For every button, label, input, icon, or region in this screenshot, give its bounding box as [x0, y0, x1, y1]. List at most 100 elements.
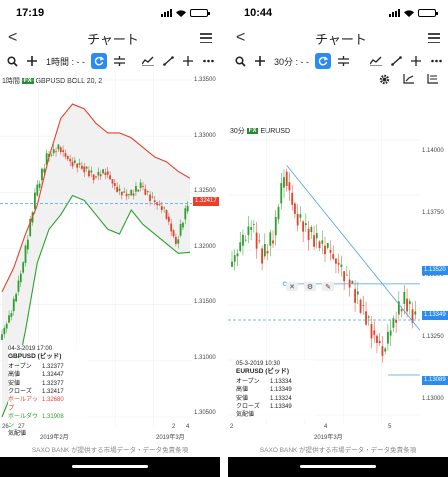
candle-body — [397, 301, 400, 315]
timeframe-selector[interactable]: 1時間 : - - — [46, 56, 86, 67]
candle-body — [170, 223, 173, 232]
candle-body — [41, 168, 43, 181]
candle-body — [38, 183, 41, 188]
instrument-name[interactable]: GBPUSD — [35, 77, 66, 85]
status-bar: 10:44 — [228, 0, 448, 26]
info-key: オープン — [236, 378, 260, 385]
add-icon[interactable] — [24, 53, 40, 69]
wifi-icon — [404, 9, 414, 17]
x-tick: 4 — [186, 424, 190, 430]
level-price-tag: 1.13520 — [422, 266, 448, 275]
candle-body — [19, 273, 22, 283]
fibonacci-icon[interactable] — [424, 71, 440, 87]
crosshair-icon[interactable] — [408, 53, 424, 69]
compare-icon[interactable] — [335, 53, 351, 69]
info-value: 1.32680 — [42, 397, 64, 404]
phone-screen-right: 10:44 < チャート 30分 : - - 30分 FX EURUSD 1.1… — [228, 0, 448, 477]
candle-body — [182, 222, 184, 228]
trendline-icon[interactable] — [160, 53, 176, 69]
candle-body — [414, 311, 417, 315]
data-disclaimer-link[interactable]: SAXO BANK が提供する市場データ・データ免責条項 — [259, 447, 417, 454]
candle-body — [52, 149, 55, 154]
candle-body — [277, 206, 280, 220]
candle-body — [97, 171, 100, 176]
candle-body — [85, 166, 88, 169]
info-row: オープン 1.32377 — [8, 363, 88, 371]
y-tick: 1.32500 — [194, 188, 216, 194]
menu-icon[interactable] — [200, 33, 212, 43]
y-tick: 1.13250 — [422, 334, 444, 340]
candle-body — [102, 169, 104, 174]
candle-body — [179, 223, 182, 236]
back-button[interactable]: < — [8, 29, 18, 46]
compare-icon[interactable] — [111, 53, 127, 69]
x-tick: 2 — [172, 424, 176, 430]
candle-body — [34, 192, 36, 210]
candle-body — [95, 176, 97, 178]
trendline-icon[interactable] — [388, 53, 404, 69]
signal-icon — [161, 9, 172, 17]
info-row: 高値 1.32447 — [8, 371, 88, 379]
signal-icon — [389, 9, 400, 17]
candle-body — [76, 163, 79, 168]
battery-icon — [418, 9, 438, 17]
fx-badge: FX — [21, 78, 34, 84]
gear-icon[interactable] — [376, 71, 392, 87]
candle-body — [283, 177, 285, 188]
refresh-icon[interactable] — [91, 53, 108, 69]
candle-body — [266, 251, 269, 254]
gear-icon[interactable]: ⚙ — [304, 282, 316, 291]
info-row: 安値 1.32377 — [8, 380, 88, 388]
price-chart[interactable] — [0, 72, 192, 427]
candle-body — [142, 185, 144, 187]
candle-body — [158, 204, 161, 206]
candle-body — [406, 298, 408, 312]
candle-body — [252, 224, 255, 225]
instrument-name[interactable]: EURUSD — [260, 127, 291, 135]
back-button[interactable]: < — [236, 29, 246, 46]
info-key: ボールアップ — [8, 397, 39, 412]
candle-body — [258, 240, 261, 242]
candle-body — [233, 255, 236, 262]
candle-body — [310, 226, 313, 233]
more-icon[interactable] — [428, 53, 444, 69]
candle-body — [288, 182, 291, 191]
tag-icon[interactable]: ✎ — [322, 282, 334, 291]
candle-body — [128, 194, 130, 196]
candle-body — [318, 241, 321, 249]
info-value: 1.32377 — [42, 380, 64, 387]
chart-type-icon[interactable] — [400, 71, 416, 87]
candle-body — [149, 194, 151, 202]
search-icon[interactable] — [4, 53, 20, 69]
candle-body — [343, 271, 346, 282]
candle-body — [313, 235, 315, 247]
trend-line — [286, 165, 420, 331]
candle-body — [261, 248, 263, 264]
page-title: チャート — [87, 31, 139, 47]
add-icon[interactable] — [252, 53, 268, 69]
candle-body — [167, 216, 170, 222]
timeframe-selector[interactable]: 30分 : - - — [274, 56, 310, 67]
close-icon[interactable]: ✕ — [286, 282, 298, 291]
indicator-icon[interactable] — [368, 53, 384, 69]
candle-body — [247, 226, 250, 236]
crosshair-icon[interactable] — [180, 53, 196, 69]
candle-body — [50, 154, 53, 156]
candle-body — [255, 232, 258, 249]
candle-body — [263, 243, 266, 257]
search-icon[interactable] — [232, 53, 248, 69]
candle-body — [307, 228, 310, 241]
menu-icon[interactable] — [428, 33, 440, 43]
candle-body — [236, 253, 239, 257]
refresh-icon[interactable] — [315, 53, 332, 69]
candle-body — [90, 170, 93, 173]
indicator-icon[interactable] — [140, 53, 156, 69]
data-disclaimer-link[interactable]: SAXO BANK が提供する市場データ・データ免責条項 — [31, 447, 189, 454]
candle-body — [62, 150, 64, 153]
bollinger-upper-line — [1, 103, 191, 293]
more-icon[interactable] — [200, 53, 216, 69]
wifi-icon — [176, 9, 186, 17]
indicator-label[interactable]: BOLL 20, 2 — [67, 77, 103, 85]
y-tick: 1.13500 — [422, 272, 444, 278]
candle-body — [59, 147, 62, 152]
